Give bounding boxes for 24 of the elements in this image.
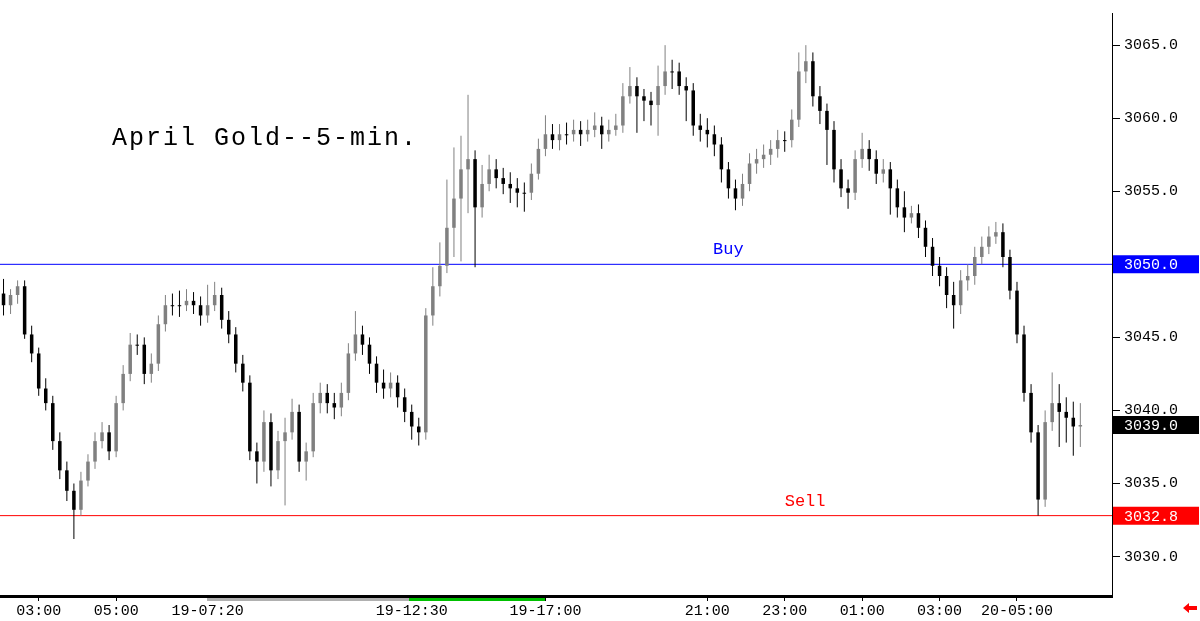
- text: 3039.0: [1124, 418, 1179, 436]
- x-tick-label: 20-05:00: [980, 602, 1053, 620]
- ref-line-label: 3032.8: [1124, 508, 1179, 526]
- y-tick-label: 3065.0: [1124, 37, 1179, 55]
- x-tick-label: 03:00: [917, 602, 963, 620]
- x-tick-label: 05:00: [93, 602, 139, 620]
- y-tick-label: 3030.0: [1124, 548, 1179, 566]
- x-tick-label: 19-07:20: [171, 602, 244, 620]
- y-tick-label: 3045.0: [1124, 329, 1179, 347]
- candlestick: [304, 442, 308, 482]
- x-tick-label: 19-17:00: [509, 602, 582, 620]
- ref-line-label: 3050.0: [1124, 257, 1179, 275]
- text: April Gold--5-min.: [112, 124, 419, 153]
- x-tick-label: 03:00: [16, 602, 62, 620]
- x-tick-label: 23:00: [762, 602, 808, 620]
- x-tick-label: 19-12:30: [375, 602, 448, 620]
- y-tick-label: 3035.0: [1124, 475, 1179, 493]
- annotation: Sell: [784, 491, 826, 511]
- y-tick-label: 3040.0: [1124, 402, 1179, 420]
- y-tick-label: 3055.0: [1124, 183, 1179, 201]
- y-tick-label: 3060.0: [1124, 110, 1179, 128]
- x-tick-label: 01:00: [839, 602, 885, 620]
- x-tick-label: 21:00: [684, 602, 730, 620]
- annotation: Buy: [713, 240, 744, 260]
